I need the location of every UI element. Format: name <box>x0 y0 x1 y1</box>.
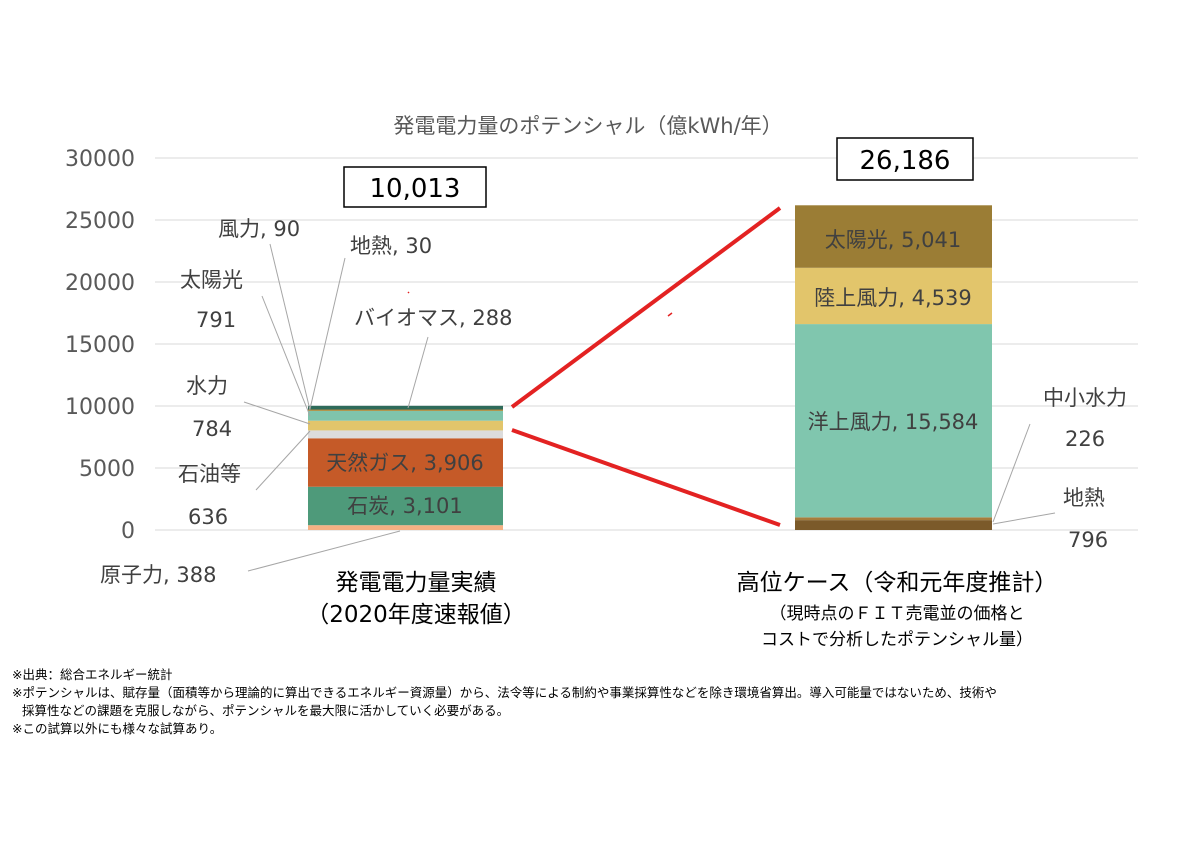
category-label-potential-line3: コストで分析したポテンシャル量） <box>761 630 1033 650</box>
leader-line <box>247 530 401 572</box>
bar-segment-potential <box>795 205 992 268</box>
data-label: 水力 <box>186 374 228 398</box>
category-label-actual: 発電電力量実績 （2020年度速報値） <box>306 570 526 628</box>
data-label: 796 <box>1068 528 1108 552</box>
data-label: 石炭, 3,101 <box>347 494 462 518</box>
bar-segment-potential <box>795 324 992 518</box>
data-label: 226 <box>1065 427 1105 451</box>
stray-mark <box>667 312 673 317</box>
data-label: 地熱, 30 <box>350 234 432 258</box>
bar-segment-potential <box>795 517 992 521</box>
stray-mark <box>407 291 410 294</box>
footnote-other: ※この試算以外にも様々な試算あり。 <box>12 721 223 736</box>
total-label-actual: 10,013 <box>370 174 461 204</box>
data-label: 風力, 90 <box>218 217 300 241</box>
leader-line <box>269 243 311 411</box>
bar-segment-actual <box>308 409 503 411</box>
data-label: 784 <box>192 417 232 441</box>
data-label: 636 <box>188 505 228 529</box>
data-label: 太陽光, 5,041 <box>825 228 961 252</box>
y-tick-label: 15000 <box>65 333 135 358</box>
category-label-potential-line2: （現時点のＦＩＴ売電並の価格と <box>770 604 1025 624</box>
footnote-potential-cont: 採算性などの課題を克服しながら、ポテンシャルを最大限に活かしていく必要がある。 <box>22 703 510 718</box>
y-tick-label: 5000 <box>79 457 135 482</box>
y-axis-tick-labels: 0 5000 10000 15000 20000 25000 30000 <box>65 147 135 544</box>
data-label: 太陽光 <box>180 268 243 292</box>
y-tick-label: 30000 <box>65 147 135 172</box>
bar-segment-actual <box>308 420 503 431</box>
bar-segment-actual <box>308 525 503 530</box>
data-label: 地熱 <box>1063 486 1105 510</box>
leader-line <box>261 295 311 417</box>
bar-segment-actual <box>308 430 503 439</box>
total-box-potential: 26,186 <box>836 137 974 181</box>
zoom-connector-lines <box>407 206 782 527</box>
category-label-potential-line1: 高位ケース（令和元年度推計） <box>737 570 1058 596</box>
category-label-actual-line1: 発電電力量実績 <box>336 570 497 596</box>
bar-segment-actual <box>308 405 503 410</box>
total-label-potential: 26,186 <box>860 146 951 176</box>
y-tick-label: 10000 <box>65 395 135 420</box>
data-label: バイオマス, 288 <box>354 306 512 330</box>
footnotes: ※出典：総合エネルギー統計 ※ポテンシャルは、賦存量（面積等から理論的に算出でき… <box>12 666 1177 738</box>
callout-labels: 石炭, 3,101 天然ガス, 3,906 原子力, 388 石油等 636 水力 784 太… <box>100 217 1127 587</box>
leader-line <box>255 430 311 491</box>
total-box-actual: 10,013 <box>343 166 487 208</box>
footnote-potential: ※ポテンシャルは、賦存量（面積等から理論的に算出できるエネルギー資源量）から、法… <box>12 685 997 700</box>
zoom-line-upper <box>510 206 782 409</box>
data-label: 陸上風力, 4,539 <box>814 286 971 310</box>
bar-segment-actual <box>308 486 503 526</box>
leader-line <box>992 423 1031 523</box>
y-tick-label: 20000 <box>65 271 135 296</box>
leader-line <box>309 257 346 410</box>
bar-segment-potential <box>795 267 992 325</box>
footnote-source: ※出典：総合エネルギー統計 <box>12 667 173 682</box>
y-tick-label: 25000 <box>65 209 135 234</box>
data-label: 洋上風力, 15,584 <box>808 410 979 434</box>
bar-segment-actual <box>308 438 503 487</box>
leader-line <box>407 336 429 409</box>
bar-segment-actual <box>308 410 503 421</box>
bar-stacks <box>308 205 992 530</box>
category-label-potential: 高位ケース（令和元年度推計） （現時点のＦＩＴ売電並の価格と コストで分析したポ… <box>737 570 1058 650</box>
data-label: 原子力, 388 <box>100 563 216 587</box>
category-label-actual-line2: （2020年度速報値） <box>306 602 526 628</box>
data-label: 石油等 <box>178 462 241 486</box>
data-label: 791 <box>196 308 236 332</box>
data-label: 天然ガス, 3,906 <box>326 451 483 475</box>
leader-line <box>243 401 311 425</box>
bar-segment-potential <box>795 520 992 530</box>
chart-title: 発電電力量のポテンシャル（億kWh/年） <box>393 114 782 138</box>
data-label: 中小水力 <box>1043 386 1127 410</box>
leader-line <box>992 512 1056 525</box>
y-tick-label: 0 <box>121 519 135 544</box>
zoom-line-lower <box>511 428 781 527</box>
